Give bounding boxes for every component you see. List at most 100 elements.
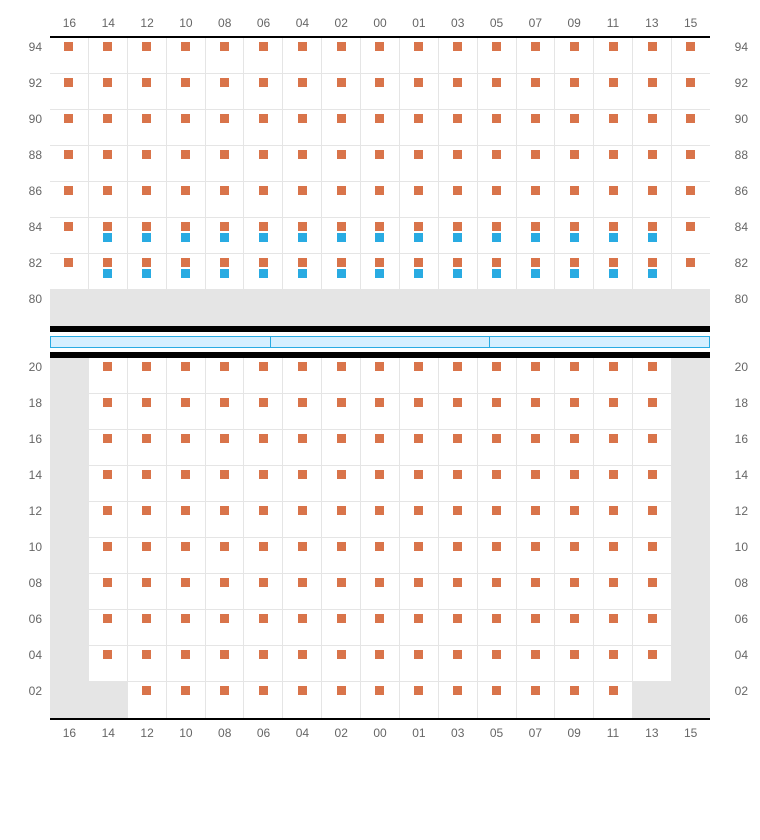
seat-cell[interactable] xyxy=(89,574,128,610)
seat-cell[interactable] xyxy=(517,502,556,538)
seat-cell[interactable] xyxy=(361,218,400,254)
seat-cell[interactable] xyxy=(167,254,206,290)
seat-cell[interactable] xyxy=(322,218,361,254)
seat-cell[interactable] xyxy=(517,182,556,218)
seat-cell[interactable] xyxy=(478,610,517,646)
seat-cell[interactable] xyxy=(89,502,128,538)
seat-cell[interactable] xyxy=(555,38,594,74)
seat-cell[interactable] xyxy=(594,254,633,290)
seat-cell[interactable] xyxy=(555,538,594,574)
seat-cell[interactable] xyxy=(478,182,517,218)
seat-cell[interactable] xyxy=(594,146,633,182)
seat-cell[interactable] xyxy=(128,394,167,430)
seat-cell[interactable] xyxy=(167,646,206,682)
seat-cell[interactable] xyxy=(361,394,400,430)
seat-cell[interactable] xyxy=(478,254,517,290)
seat-cell[interactable] xyxy=(439,430,478,466)
seat-cell[interactable] xyxy=(478,74,517,110)
seat-cell[interactable] xyxy=(167,110,206,146)
seat-cell[interactable] xyxy=(400,146,439,182)
seat-cell[interactable] xyxy=(361,254,400,290)
seat-cell[interactable] xyxy=(400,502,439,538)
seat-cell[interactable] xyxy=(361,466,400,502)
seat-cell[interactable] xyxy=(633,394,672,430)
seat-cell[interactable] xyxy=(206,538,245,574)
seat-cell[interactable] xyxy=(322,394,361,430)
seat-cell[interactable] xyxy=(361,38,400,74)
seat-cell[interactable] xyxy=(555,502,594,538)
seat-cell[interactable] xyxy=(167,538,206,574)
seat-cell[interactable] xyxy=(206,610,245,646)
seat-cell[interactable] xyxy=(478,502,517,538)
seat-cell[interactable] xyxy=(244,574,283,610)
seat-cell[interactable] xyxy=(128,254,167,290)
seat-cell[interactable] xyxy=(361,182,400,218)
seat-cell[interactable] xyxy=(322,538,361,574)
seat-cell[interactable] xyxy=(517,430,556,466)
seat-cell[interactable] xyxy=(322,430,361,466)
seat-cell[interactable] xyxy=(167,358,206,394)
seat-cell[interactable] xyxy=(633,610,672,646)
seat-cell[interactable] xyxy=(672,182,710,218)
seat-cell[interactable] xyxy=(555,574,594,610)
seat-cell[interactable] xyxy=(478,110,517,146)
seat-cell[interactable] xyxy=(672,146,710,182)
seat-cell[interactable] xyxy=(478,358,517,394)
seat-cell[interactable] xyxy=(361,610,400,646)
seat-cell[interactable] xyxy=(283,182,322,218)
seat-cell[interactable] xyxy=(283,646,322,682)
seat-cell[interactable] xyxy=(244,358,283,394)
seat-cell[interactable] xyxy=(400,218,439,254)
seat-cell[interactable] xyxy=(167,74,206,110)
seat-cell[interactable] xyxy=(439,74,478,110)
seat-cell[interactable] xyxy=(206,74,245,110)
seat-cell[interactable] xyxy=(206,646,245,682)
seat-cell[interactable] xyxy=(400,646,439,682)
seat-cell[interactable] xyxy=(400,182,439,218)
seat-cell[interactable] xyxy=(555,430,594,466)
seat-cell[interactable] xyxy=(167,574,206,610)
seat-cell[interactable] xyxy=(555,146,594,182)
seat-cell[interactable] xyxy=(439,218,478,254)
seat-cell[interactable] xyxy=(50,182,89,218)
seat-cell[interactable] xyxy=(244,38,283,74)
seat-cell[interactable] xyxy=(478,538,517,574)
seat-cell[interactable] xyxy=(478,218,517,254)
seat-cell[interactable] xyxy=(400,682,439,718)
seat-cell[interactable] xyxy=(400,610,439,646)
seat-cell[interactable] xyxy=(128,74,167,110)
seat-cell[interactable] xyxy=(322,38,361,74)
seat-cell[interactable] xyxy=(244,182,283,218)
seat-cell[interactable] xyxy=(361,538,400,574)
seat-cell[interactable] xyxy=(478,394,517,430)
seat-cell[interactable] xyxy=(633,146,672,182)
seat-cell[interactable] xyxy=(206,146,245,182)
seat-cell[interactable] xyxy=(322,358,361,394)
seat-cell[interactable] xyxy=(206,110,245,146)
seat-cell[interactable] xyxy=(400,110,439,146)
seat-cell[interactable] xyxy=(439,646,478,682)
seat-cell[interactable] xyxy=(167,38,206,74)
seat-cell[interactable] xyxy=(244,110,283,146)
seat-cell[interactable] xyxy=(89,394,128,430)
seat-cell[interactable] xyxy=(244,430,283,466)
seat-cell[interactable] xyxy=(89,182,128,218)
seat-cell[interactable] xyxy=(633,502,672,538)
seat-cell[interactable] xyxy=(439,254,478,290)
seat-cell[interactable] xyxy=(594,74,633,110)
seat-cell[interactable] xyxy=(322,74,361,110)
seat-cell[interactable] xyxy=(283,394,322,430)
seat-cell[interactable] xyxy=(283,610,322,646)
seat-cell[interactable] xyxy=(633,254,672,290)
seat-cell[interactable] xyxy=(167,502,206,538)
seat-cell[interactable] xyxy=(594,394,633,430)
seat-cell[interactable] xyxy=(400,74,439,110)
seat-cell[interactable] xyxy=(167,466,206,502)
seat-cell[interactable] xyxy=(594,182,633,218)
seat-cell[interactable] xyxy=(244,502,283,538)
seat-cell[interactable] xyxy=(633,218,672,254)
seat-cell[interactable] xyxy=(400,574,439,610)
seat-cell[interactable] xyxy=(555,466,594,502)
seat-cell[interactable] xyxy=(89,646,128,682)
seat-cell[interactable] xyxy=(50,254,89,290)
